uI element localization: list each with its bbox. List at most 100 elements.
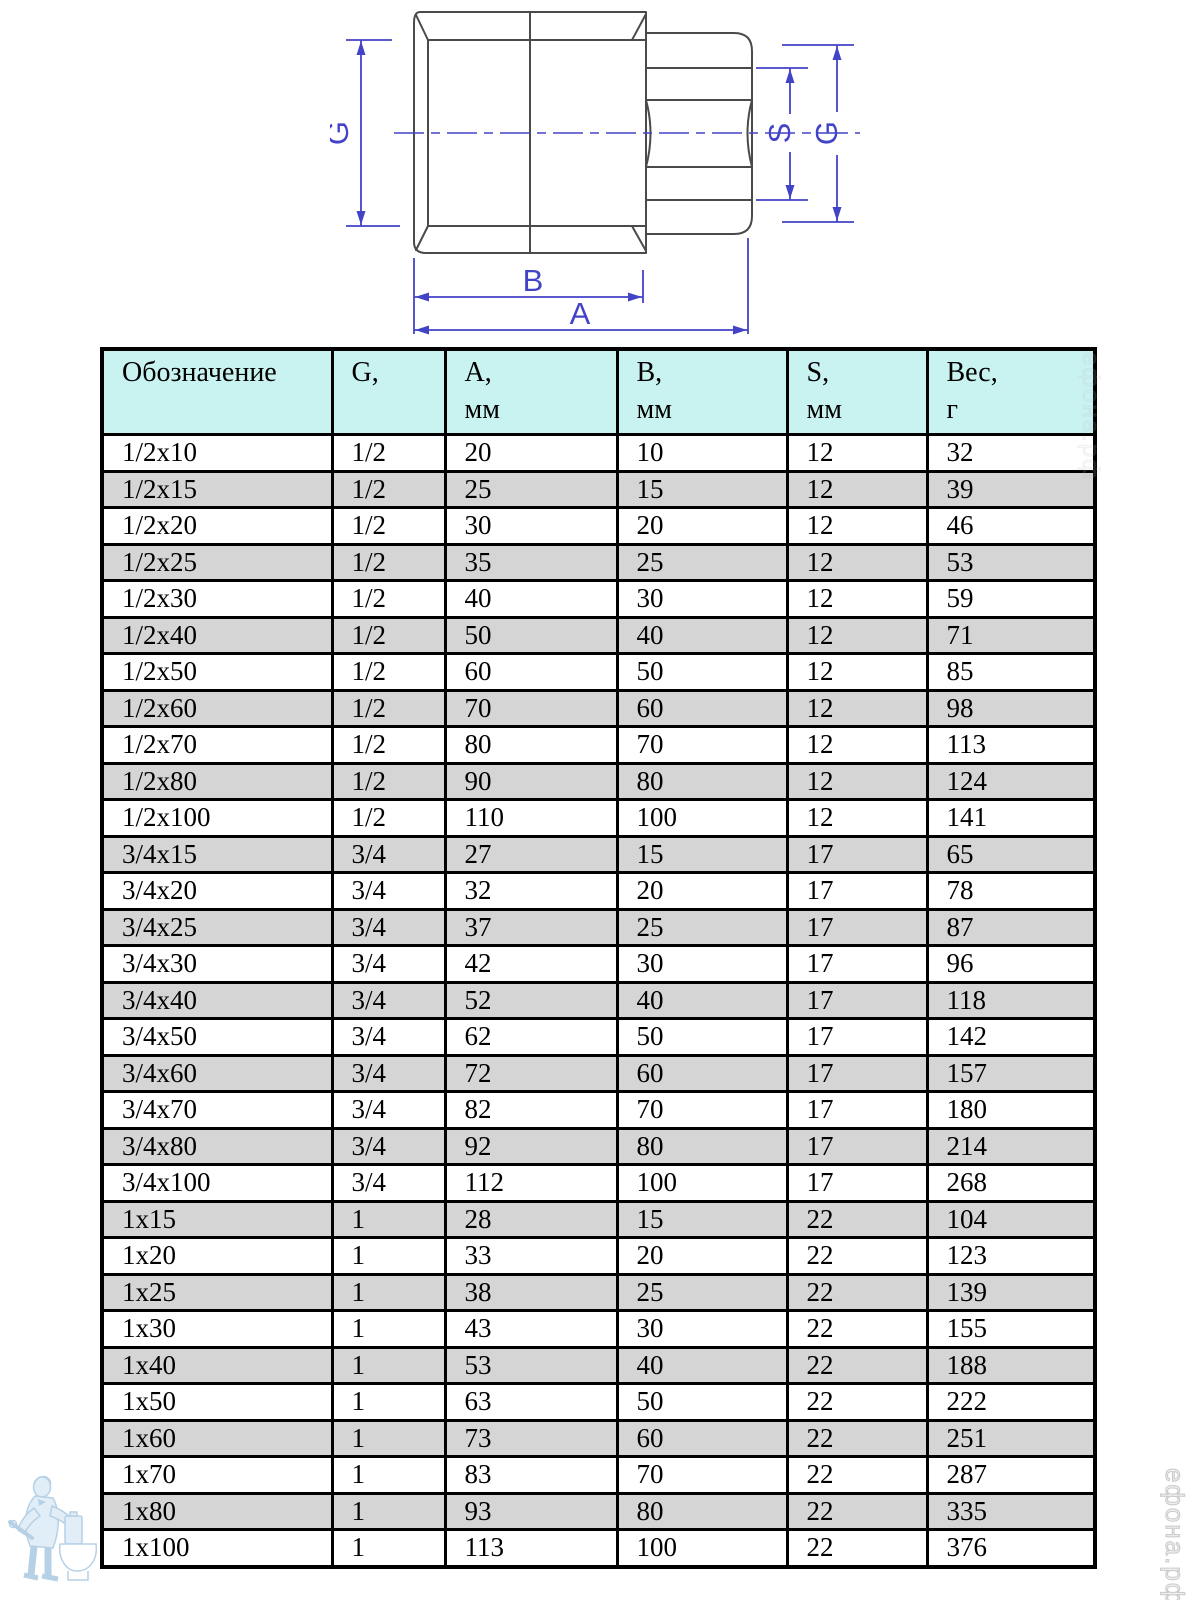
table-cell: 22 <box>785 1199 929 1239</box>
table-cell: 3/4 <box>330 1053 447 1093</box>
table-cell: 1x80 <box>100 1491 334 1531</box>
table-cell: 1 <box>330 1528 447 1568</box>
table-cell: 25 <box>615 907 789 947</box>
table-cell: 40 <box>615 615 789 655</box>
table-cell: 39 <box>925 469 1097 509</box>
table-cell: 22 <box>785 1345 929 1385</box>
table-cell: 1 <box>330 1236 447 1276</box>
table-cell: 83 <box>443 1455 619 1495</box>
table-row: 1/2x30 1/2 40 30 12 59 <box>100 579 1097 619</box>
table-cell: 1/2x60 <box>100 688 334 728</box>
table-cell: 59 <box>925 579 1097 619</box>
table-cell: 1x60 <box>100 1418 334 1458</box>
dimension-lines: G S G B A <box>330 39 854 335</box>
table-cell: 1x40 <box>100 1345 334 1385</box>
table-cell: 3/4 <box>330 871 447 911</box>
table-cell: 37 <box>443 907 619 947</box>
table-cell: 96 <box>925 944 1097 984</box>
table-cell: 22 <box>785 1418 929 1458</box>
table-cell: 1/2 <box>330 542 447 582</box>
table-cell: 112 <box>443 1163 619 1203</box>
table-cell: 17 <box>785 980 929 1020</box>
column-header: Обозначение <box>100 347 334 436</box>
table-cell: 70 <box>615 725 789 765</box>
table-row: 1x30 1 43 30 22 155 <box>100 1309 1097 1349</box>
column-header: A, мм <box>443 347 619 436</box>
table-cell: 80 <box>443 725 619 765</box>
table-row: 1/2x60 1/2 70 60 12 98 <box>100 688 1097 728</box>
table-cell: 27 <box>443 834 619 874</box>
table-cell: 30 <box>443 506 619 546</box>
table-cell: 1x30 <box>100 1309 334 1349</box>
dim-label-s: S <box>762 123 797 144</box>
table-cell: 71 <box>925 615 1097 655</box>
table-cell: 43 <box>443 1309 619 1349</box>
table-cell: 20 <box>615 1236 789 1276</box>
table-cell: 3/4 <box>330 1017 447 1057</box>
table-cell: 123 <box>925 1236 1097 1276</box>
table-cell: 180 <box>925 1090 1097 1130</box>
table-cell: 46 <box>925 506 1097 546</box>
table-cell: 35 <box>443 542 619 582</box>
table-row: 3/4x15 3/4 27 15 17 65 <box>100 834 1097 874</box>
table-cell: 70 <box>615 1090 789 1130</box>
table-cell: 60 <box>615 1418 789 1458</box>
table-cell: 214 <box>925 1126 1097 1166</box>
table-cell: 15 <box>615 469 789 509</box>
table-cell: 40 <box>615 980 789 1020</box>
table-cell: 52 <box>443 980 619 1020</box>
table-cell: 12 <box>785 798 929 838</box>
table-cell: 12 <box>785 542 929 582</box>
table-cell: 1/2 <box>330 433 447 473</box>
table-row: 1/2x100 1/2 110 100 12 141 <box>100 798 1097 838</box>
table-cell: 1/2 <box>330 798 447 838</box>
table-cell: 1 <box>330 1491 447 1531</box>
table-cell: 1/2x25 <box>100 542 334 582</box>
site-watermark-text-faint: ефона.рф <box>1076 351 1104 481</box>
table-cell: 30 <box>615 944 789 984</box>
table-cell: 12 <box>785 688 929 728</box>
table-cell: 12 <box>785 433 929 473</box>
table-row: 3/4x50 3/4 62 50 17 142 <box>100 1017 1097 1057</box>
table-cell: 70 <box>615 1455 789 1495</box>
table-cell: 73 <box>443 1418 619 1458</box>
column-header: Вес, г <box>925 347 1097 436</box>
table-row: 1x25 1 38 25 22 139 <box>100 1272 1097 1312</box>
table-cell: 12 <box>785 652 929 692</box>
table-cell: 22 <box>785 1272 929 1312</box>
table-cell: 82 <box>443 1090 619 1130</box>
table-row: 1x80 1 93 80 22 335 <box>100 1491 1097 1531</box>
table-cell: 12 <box>785 725 929 765</box>
table-cell: 1/2 <box>330 652 447 692</box>
table-cell: 3/4 <box>330 834 447 874</box>
table-cell: 12 <box>785 469 929 509</box>
table-cell: 3/4 <box>330 980 447 1020</box>
table-cell: 50 <box>615 652 789 692</box>
table-cell: 1/2 <box>330 725 447 765</box>
table-cell: 28 <box>443 1199 619 1239</box>
table-cell: 22 <box>785 1528 929 1568</box>
table-cell: 100 <box>615 1528 789 1568</box>
table-row: 3/4x30 3/4 42 30 17 96 <box>100 944 1097 984</box>
table-row: 1/2x25 1/2 35 25 12 53 <box>100 542 1097 582</box>
table-cell: 65 <box>925 834 1097 874</box>
table-cell: 12 <box>785 506 929 546</box>
table-cell: 3/4x20 <box>100 871 334 911</box>
table-cell: 1/2x70 <box>100 725 334 765</box>
table-cell: 1/2x50 <box>100 652 334 692</box>
table-cell: 90 <box>443 761 619 801</box>
table-cell: 3/4x100 <box>100 1163 334 1203</box>
table-cell: 50 <box>615 1017 789 1057</box>
table-cell: 155 <box>925 1309 1097 1349</box>
table-cell: 3/4 <box>330 1163 447 1203</box>
table-cell: 118 <box>925 980 1097 1020</box>
table-cell: 1 <box>330 1382 447 1422</box>
table-cell: 3/4 <box>330 1090 447 1130</box>
table-cell: 80 <box>615 1491 789 1531</box>
table-cell: 1 <box>330 1345 447 1385</box>
table-cell: 42 <box>443 944 619 984</box>
table-cell: 1/2x20 <box>100 506 334 546</box>
table-cell: 32 <box>443 871 619 911</box>
table-cell: 15 <box>615 1199 789 1239</box>
